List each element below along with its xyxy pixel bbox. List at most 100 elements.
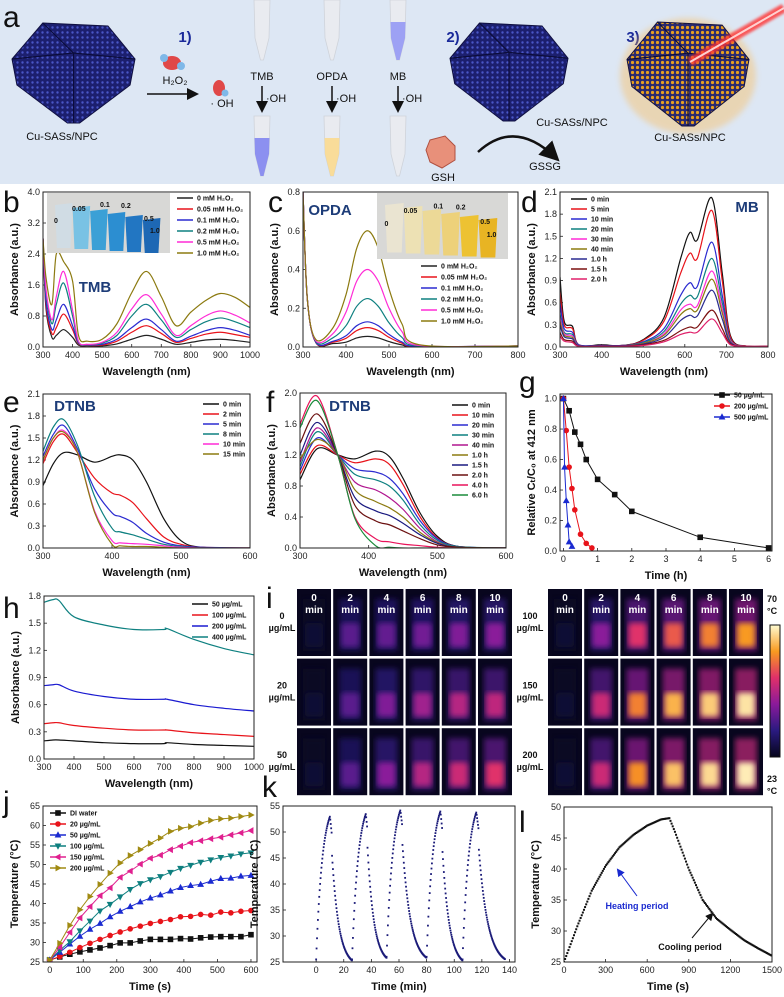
- data-point: [197, 859, 205, 866]
- heat-spot: [413, 623, 432, 647]
- data-point: [738, 935, 741, 938]
- data-point: [452, 941, 455, 943]
- data-point: [453, 945, 456, 948]
- data-point: [107, 942, 113, 949]
- y-tick-label: 1.5: [28, 618, 41, 628]
- inset-label: 0.1: [100, 202, 110, 209]
- y-axis-label: Absorbance (a.u.): [10, 631, 22, 724]
- data-point: [317, 910, 320, 913]
- data-point: [736, 933, 739, 936]
- data-point: [443, 877, 446, 879]
- data-point: [572, 429, 578, 435]
- legend-marker: [55, 821, 61, 827]
- data-point: [728, 927, 731, 930]
- panel-letter: c: [268, 186, 283, 219]
- data-point: [379, 947, 382, 949]
- data-point: [754, 946, 757, 949]
- data-point: [127, 940, 134, 946]
- thermal-image-cell: [729, 728, 763, 796]
- data-point: [488, 928, 491, 931]
- data-point: [740, 937, 743, 940]
- data-point: [751, 944, 754, 947]
- legend-label: 200 µg/mL: [70, 866, 105, 873]
- y-axis-label: Absorbance (a.u.): [269, 223, 281, 316]
- data-point: [439, 810, 442, 813]
- data-point: [468, 846, 471, 849]
- data-point: [339, 932, 342, 935]
- legend-entry: 1.0 h: [452, 453, 488, 460]
- data-point: [376, 937, 379, 939]
- data-point: [146, 854, 153, 862]
- data-point: [116, 873, 123, 881]
- data-point: [322, 846, 325, 849]
- annotation-cooling: Cooling period: [658, 942, 722, 952]
- data-point: [395, 826, 398, 828]
- series-line: [43, 429, 250, 548]
- heat-spot: [700, 623, 719, 647]
- data-point: [449, 929, 452, 932]
- legend-label: 15 min: [223, 452, 245, 459]
- legend-label: 5 min: [223, 422, 241, 429]
- legend-entry: 0.1 mM H₂O₂: [177, 218, 239, 225]
- data-point: [208, 817, 215, 824]
- data-point: [619, 845, 622, 848]
- data-point: [442, 858, 444, 861]
- column-unit: min: [486, 605, 504, 616]
- data-point: [167, 916, 174, 923]
- step-label: 2): [446, 29, 459, 46]
- data-point: [462, 936, 465, 939]
- data-point: [336, 910, 338, 913]
- data-point: [320, 871, 322, 874]
- data-point: [338, 925, 341, 928]
- data-point: [701, 899, 704, 901]
- y-tick-label: 0.3: [27, 521, 40, 531]
- data-point: [692, 879, 695, 882]
- data-point: [316, 927, 319, 930]
- data-point: [563, 427, 570, 434]
- chart-panel-l: l 0 300 600 900 1200 1500 25 30 35 40 45 50 Time (s) T…: [519, 802, 782, 993]
- annotation-arrow: [616, 868, 638, 897]
- data-point: [561, 463, 568, 470]
- heat-spot: [556, 623, 574, 647]
- y-tick-label: 40: [551, 864, 561, 874]
- legend-marker: [719, 392, 725, 398]
- data-point: [352, 936, 354, 939]
- y-tick-label: 50: [270, 827, 280, 837]
- data-point: [467, 854, 470, 857]
- data-point: [465, 887, 467, 890]
- column-time-label: 6: [671, 593, 677, 604]
- row-concentration: 150: [522, 681, 537, 691]
- data-point: [400, 815, 403, 818]
- tube-before-0: [253, 0, 271, 61]
- y-tick-label: 0.9: [27, 477, 40, 487]
- data-point: [327, 821, 329, 824]
- panel-letter: g: [519, 366, 536, 399]
- plot-area: [43, 238, 250, 347]
- data-point: [402, 861, 405, 864]
- data-point: [467, 859, 470, 862]
- colorbar-min: 23: [767, 774, 777, 784]
- data-point: [341, 941, 344, 944]
- data-point: [474, 814, 477, 817]
- x-tick-label: 500: [381, 350, 396, 360]
- data-point: [444, 892, 447, 895]
- data-point: [344, 949, 347, 952]
- data-point: [438, 814, 440, 817]
- data-point: [712, 913, 715, 916]
- hydroxyl-radical-icon: [221, 89, 229, 97]
- data-point: [177, 865, 184, 873]
- legend-entry: 0 mM H₂O₂: [421, 264, 478, 271]
- legend-entry: 1.0 h: [571, 257, 607, 264]
- legend-entry: 30 min: [571, 237, 613, 244]
- oh-arrow-label: ·OH: [336, 93, 356, 105]
- x-axis-label: Wavelength (nm): [102, 366, 191, 378]
- heat-spot: [592, 762, 611, 787]
- data-point: [452, 942, 455, 945]
- row-label: 200 µg/mL: [517, 750, 544, 772]
- data-point: [655, 820, 658, 823]
- data-point: [435, 826, 438, 829]
- data-point: [247, 871, 255, 878]
